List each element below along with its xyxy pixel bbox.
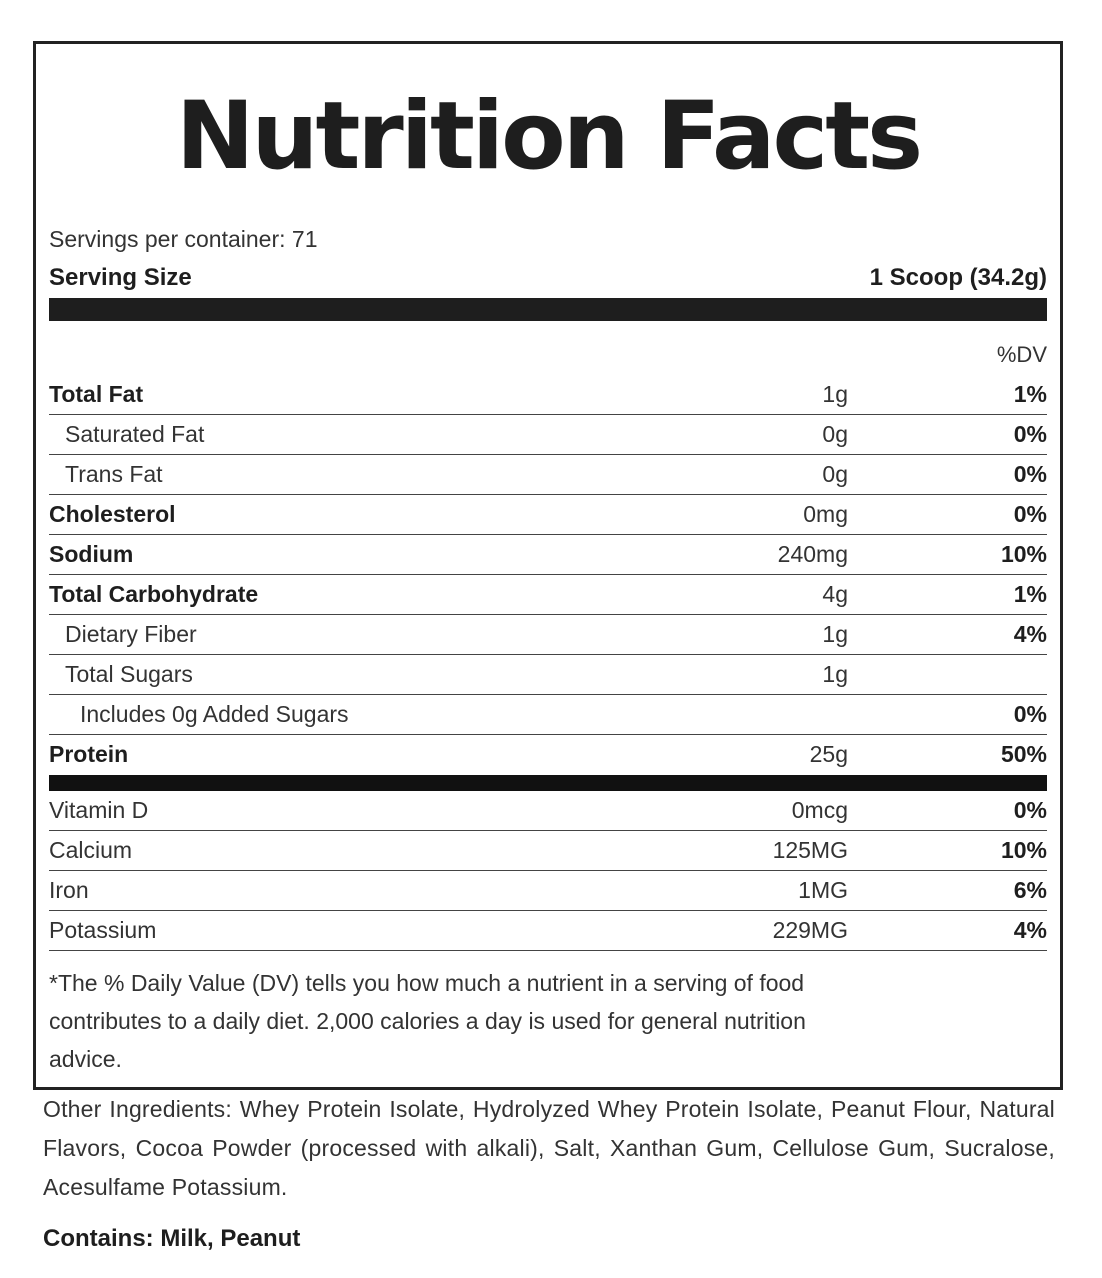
nutrient-dv: 0% — [1013, 501, 1047, 527]
nutrient-row: Saturated Fat 0g 0% — [49, 415, 1047, 455]
nutrient-row: Cholesterol 0mg 0% — [49, 495, 1047, 535]
nutrient-name: Cholesterol — [49, 501, 176, 527]
vitamin-dv: 6% — [1013, 877, 1047, 903]
thick-divider — [49, 775, 1047, 791]
nutrient-name: Total Carbohydrate — [49, 581, 259, 607]
vitamin-row: Calcium 125MG 10% — [49, 831, 1047, 871]
vitamin-name: Calcium — [49, 837, 133, 863]
nutrient-amount: 0g — [822, 461, 848, 487]
nutrient-row: Sodium 240mg 10% — [49, 535, 1047, 575]
nutrient-name: Trans Fat — [65, 461, 163, 487]
vitamin-amount: 0mcg — [791, 797, 848, 823]
serving-size-value: 1 Scoop (34.2g) — [869, 264, 1047, 291]
nutrient-dv: 50% — [1000, 741, 1047, 767]
dv-column-header: %DV — [996, 342, 1047, 367]
nutrient-dv: 0% — [1013, 461, 1047, 487]
nutrient-row: Protein 25g 50% — [49, 735, 1047, 774]
dv-footnote: *The % Daily Value (DV) tells you how mu… — [49, 970, 806, 1072]
nutrient-table: Total Fat 1g 1% Saturated Fat 0g 0% Tran… — [49, 375, 1047, 951]
thick-divider — [49, 298, 1047, 321]
nutrient-amount: 1g — [822, 381, 848, 407]
vitamin-amount: 1MG — [798, 877, 848, 903]
nutrient-name: Includes 0g Added Sugars — [80, 701, 349, 727]
nutrient-dv: 1% — [1013, 381, 1047, 407]
nutrient-name: Sodium — [49, 541, 134, 567]
nutrient-dv: 4% — [1013, 621, 1047, 647]
nutrient-amount: 4g — [822, 581, 848, 607]
nutrient-name: Total Sugars — [65, 661, 193, 687]
nutrient-row: Includes 0g Added Sugars 0% — [49, 695, 1047, 735]
nutrition-facts-panel: Nutrition Facts Servings per container: … — [33, 41, 1063, 1090]
allergen-statement: Contains: Milk, Peanut — [43, 1225, 301, 1252]
panel-title: Nutrition Facts — [175, 82, 923, 191]
nutrient-name: Saturated Fat — [65, 421, 205, 447]
nutrient-dv: 1% — [1013, 581, 1047, 607]
nutrient-row: Trans Fat 0g 0% — [49, 455, 1047, 495]
nutrient-dv: 0% — [1013, 701, 1047, 727]
vitamin-dv: 4% — [1013, 917, 1047, 943]
nutrient-dv: 0% — [1013, 421, 1047, 447]
vitamin-name: Potassium — [49, 917, 157, 943]
serving-size-label: Serving Size — [49, 264, 192, 291]
nutrient-name: Total Fat — [49, 381, 144, 407]
nutrient-amount: 25g — [809, 741, 848, 767]
vitamin-name: Vitamin D — [49, 797, 149, 823]
vitamin-dv: 10% — [1000, 837, 1047, 863]
vitamin-name: Iron — [49, 877, 89, 903]
vitamin-row: Iron 1MG 6% — [49, 871, 1047, 911]
vitamin-amount: 125MG — [772, 837, 848, 863]
nutrient-amount: 1g — [822, 621, 848, 647]
nutrient-name: Dietary Fiber — [65, 621, 197, 647]
nutrient-amount: 1g — [822, 661, 848, 687]
vitamin-row: Potassium 229MG 4% — [49, 911, 1047, 951]
vitamin-amount: 229MG — [772, 917, 848, 943]
nutrient-dv: 10% — [1000, 541, 1047, 567]
nutrient-row: Total Sugars 1g — [49, 655, 1047, 695]
other-ingredients: Other Ingredients: Whey Protein Isolate,… — [43, 1096, 1055, 1200]
serving-size-row: Serving Size 1 Scoop (34.2g) — [49, 264, 1047, 292]
vitamin-row: Vitamin D 0mcg 0% — [49, 791, 1047, 831]
nutrient-row: Total Carbohydrate 4g 1% — [49, 575, 1047, 615]
nutrient-amount: 0mg — [803, 501, 848, 527]
nutrient-row: Total Fat 1g 1% — [49, 375, 1047, 415]
nutrient-amount: 240mg — [777, 541, 848, 567]
servings-per-container: Servings per container: 71 — [49, 226, 318, 252]
nutrient-row: Dietary Fiber 1g 4% — [49, 615, 1047, 655]
vitamin-dv: 0% — [1013, 797, 1047, 823]
nutrient-name: Protein — [49, 741, 129, 767]
nutrient-amount: 0g — [822, 421, 848, 447]
